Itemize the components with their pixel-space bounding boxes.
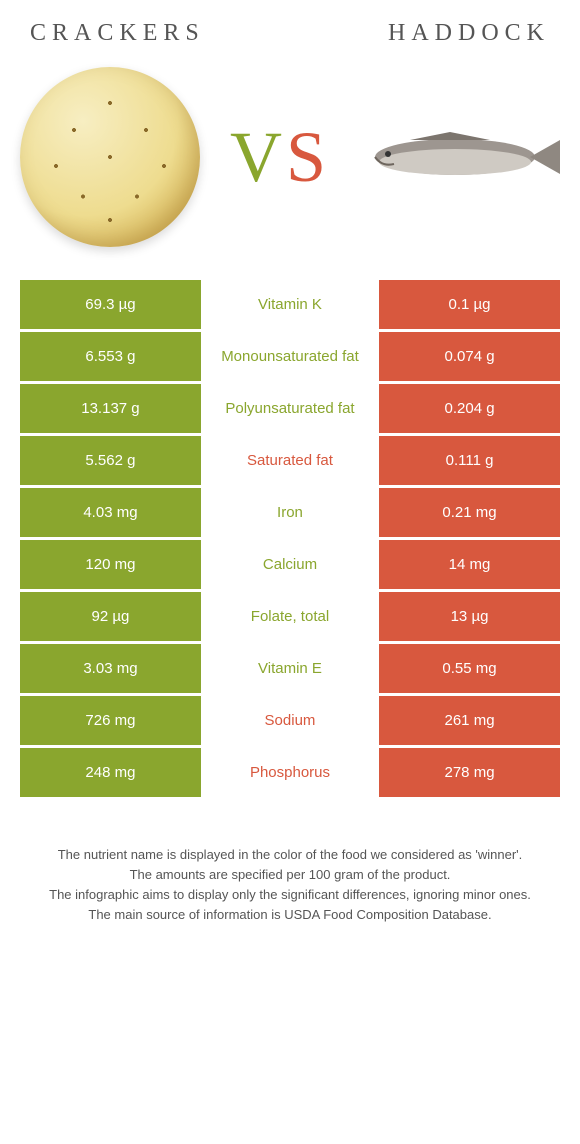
value-left: 5.562 g [20,436,201,485]
nutrient-label: Vitamin E [201,644,379,693]
value-left: 13.137 g [20,384,201,433]
nutrient-row: 13.137 gPolyunsaturated fat0.204 g [20,384,560,436]
nutrient-row: 69.3 µgVitamin K0.1 µg [20,280,560,332]
value-left: 726 mg [20,696,201,745]
value-right: 261 mg [379,696,560,745]
value-left: 92 µg [20,592,201,641]
infographic: Crackers Haddock VS 69.3 µgVitamin K0.1 … [0,0,580,956]
hero-row: VS [20,57,560,267]
nutrient-label: Vitamin K [201,280,379,329]
footnote-line: The infographic aims to display only the… [26,885,554,905]
footnote-line: The nutrient name is displayed in the co… [26,845,554,865]
fish-icon [360,122,560,192]
nutrient-label: Iron [201,488,379,537]
nutrient-row: 248 mgPhosphorus278 mg [20,748,560,800]
nutrient-row: 5.562 gSaturated fat0.111 g [20,436,560,488]
value-right: 0.074 g [379,332,560,381]
nutrient-label: Phosphorus [201,748,379,797]
nutrient-row: 4.03 mgIron0.21 mg [20,488,560,540]
value-right: 14 mg [379,540,560,589]
title-left: Crackers [30,20,205,47]
value-left: 69.3 µg [20,280,201,329]
nutrient-row: 6.553 gMonounsaturated fat0.074 g [20,332,560,384]
value-right: 0.204 g [379,384,560,433]
title-right: Haddock [388,20,550,47]
nutrient-label: Polyunsaturated fat [201,384,379,433]
value-left: 6.553 g [20,332,201,381]
value-right: 278 mg [379,748,560,797]
value-right: 0.1 µg [379,280,560,329]
value-left: 248 mg [20,748,201,797]
value-right: 13 µg [379,592,560,641]
nutrient-label: Folate, total [201,592,379,641]
value-right: 0.111 g [379,436,560,485]
footnotes: The nutrient name is displayed in the co… [20,845,560,926]
footnote-line: The main source of information is USDA F… [26,905,554,925]
value-left: 3.03 mg [20,644,201,693]
nutrient-table: 69.3 µgVitamin K0.1 µg6.553 gMonounsatur… [20,277,560,800]
nutrient-row: 92 µgFolate, total13 µg [20,592,560,644]
nutrient-row: 726 mgSodium261 mg [20,696,560,748]
value-left: 120 mg [20,540,201,589]
nutrient-label: Sodium [201,696,379,745]
nutrient-row: 120 mgCalcium14 mg [20,540,560,592]
footnote-line: The amounts are specified per 100 gram o… [26,865,554,885]
title-row: Crackers Haddock [20,20,560,57]
cracker-icon [20,67,200,247]
vs-label: VS [230,116,330,199]
value-right: 0.21 mg [379,488,560,537]
nutrient-label: Calcium [201,540,379,589]
value-left: 4.03 mg [20,488,201,537]
value-right: 0.55 mg [379,644,560,693]
nutrient-label: Saturated fat [201,436,379,485]
nutrient-label: Monounsaturated fat [201,332,379,381]
nutrient-row: 3.03 mgVitamin E0.55 mg [20,644,560,696]
